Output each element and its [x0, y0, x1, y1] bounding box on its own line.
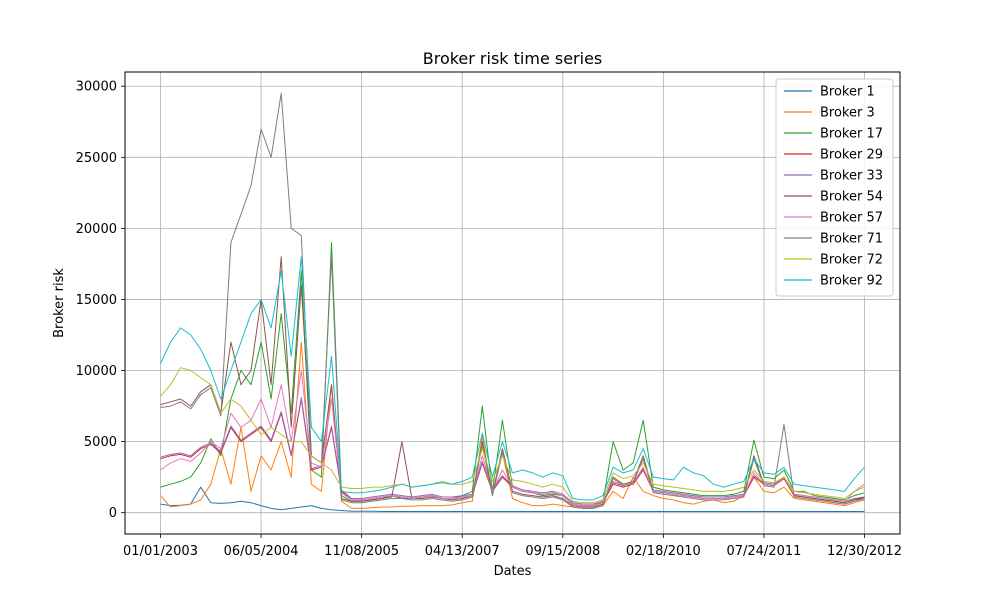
- x-tick-label: 01/01/2003: [123, 544, 198, 559]
- legend-label-broker-29: Broker 29: [820, 148, 883, 163]
- legend-label-broker-71: Broker 71: [820, 232, 883, 247]
- legend-label-broker-57: Broker 57: [820, 211, 883, 226]
- series-layer: [160, 92, 865, 512]
- y-tick-label: 25000: [76, 151, 117, 166]
- x-axis-label: Dates: [494, 564, 532, 579]
- series-line-broker-71: [160, 92, 865, 509]
- legend: Broker 1 Broker 3 Broker 17 Broker 29 Broker…: [775, 78, 894, 297]
- y-tick-label: 10000: [76, 364, 117, 379]
- y-axis-ticks: 0 5000 10000 15000 20000 25000 30000: [76, 80, 125, 521]
- chart-title: Broker risk time series: [423, 49, 603, 68]
- x-tick-label: 09/15/2008: [525, 544, 600, 559]
- y-tick-label: 20000: [76, 222, 117, 237]
- legend-label-broker-1: Broker 1: [820, 85, 875, 100]
- x-tick-label: 04/13/2007: [425, 544, 500, 559]
- y-tick-label: 30000: [76, 80, 117, 95]
- x-tick-label: 02/18/2010: [626, 544, 701, 559]
- series-line-broker-3: [160, 341, 865, 509]
- axes-frame: [124, 71, 901, 535]
- legend-label-broker-72: Broker 72: [820, 253, 883, 268]
- legend-label-broker-3: Broker 3: [820, 106, 875, 121]
- x-tick-label: 11/08/2005: [324, 544, 399, 559]
- legend-label-broker-17: Broker 17: [820, 127, 883, 142]
- series-line-broker-54: [160, 256, 865, 508]
- x-tick-label: 06/05/2004: [224, 544, 299, 559]
- series-line-broker-1: [160, 486, 865, 512]
- series-line-broker-57: [160, 370, 865, 507]
- y-tick-label: 0: [109, 506, 117, 521]
- y-tick-label: 15000: [76, 293, 117, 308]
- legend-label-broker-92: Broker 92: [820, 274, 883, 289]
- series-line-broker-72: [160, 367, 865, 504]
- x-axis-ticks: 01/01/2003 06/05/2004 11/08/2005 04/13/2007…: [123, 534, 902, 559]
- legend-label-broker-33: Broker 33: [820, 169, 883, 184]
- y-axis-label: Broker risk: [52, 268, 67, 338]
- legend-label-broker-54: Broker 54: [820, 190, 883, 205]
- x-tick-label: 07/24/2011: [726, 544, 801, 559]
- y-tick-label: 5000: [84, 435, 117, 450]
- series-line-broker-92: [160, 256, 865, 501]
- x-tick-label: 12/30/2012: [827, 544, 902, 559]
